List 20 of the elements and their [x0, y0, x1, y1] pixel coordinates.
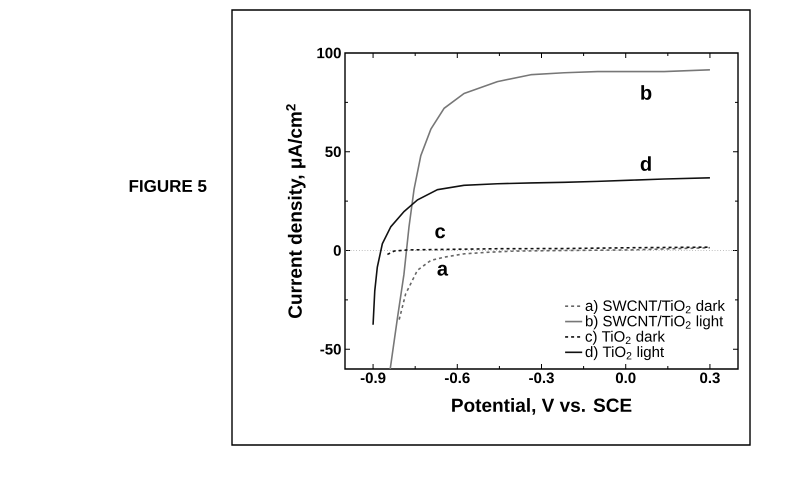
legend-label: c) TiO$_{2}$ dark — [586, 330, 665, 345]
y-axis-title: Current density, μA/cm$^{2}$ — [286, 104, 306, 318]
x-tick-label: 0.3 — [700, 372, 720, 384]
y-tick-label: -50 — [320, 344, 341, 355]
annotation: c — [435, 227, 446, 238]
annotation: a — [437, 264, 448, 276]
legend-label: a) SWCNT/TiO$_{2}$ dark — [586, 300, 725, 314]
caption: FIGURE 5 — [130, 180, 206, 192]
annotation: b — [641, 85, 652, 100]
x-tick-label: -0.9 — [360, 372, 386, 384]
legend-label: d) TiO$_{2}$ light — [586, 346, 664, 360]
x-tick-label: -0.3 — [529, 372, 554, 384]
x-axis-title: Potential, V vs. SCE — [452, 398, 632, 415]
y-tick-label: 100 — [317, 48, 341, 58]
x-tick-label: -0.6 — [444, 372, 470, 384]
y-tick-label: 50 — [325, 146, 341, 158]
y-tick-label: 0 — [334, 245, 341, 256]
x-tick-label: 0.0 — [616, 372, 636, 384]
legend-label: b) SWCNT/TiO$_{2}$ light — [586, 315, 724, 330]
annotation: d — [640, 156, 651, 171]
